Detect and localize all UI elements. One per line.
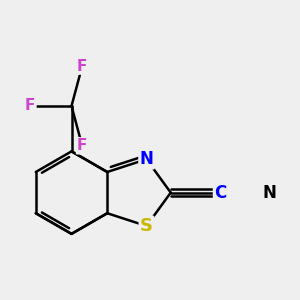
Text: N: N <box>140 150 153 168</box>
Text: S: S <box>140 217 153 235</box>
Text: F: F <box>25 98 35 113</box>
Text: F: F <box>77 58 87 74</box>
Text: N: N <box>263 184 277 202</box>
Text: C: C <box>214 184 226 202</box>
Text: F: F <box>77 138 87 153</box>
